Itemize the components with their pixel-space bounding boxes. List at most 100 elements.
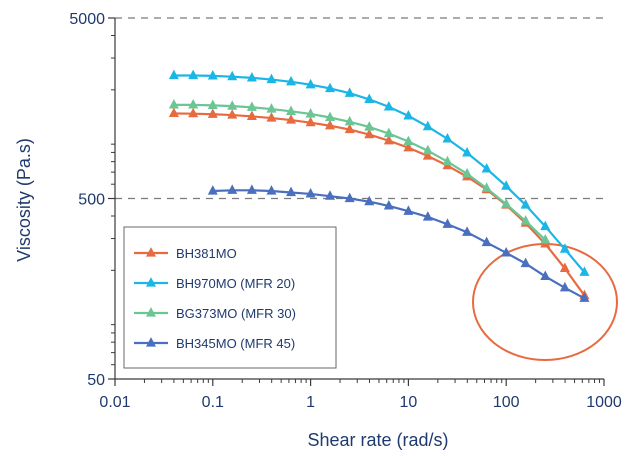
legend-label: BH381MO [176, 246, 237, 261]
data-point-marker [403, 141, 414, 152]
data-point-marker [168, 107, 179, 118]
data-point-marker [266, 185, 277, 195]
data-point-marker [266, 73, 277, 84]
data-point-marker [422, 150, 433, 160]
data-point-marker [188, 99, 199, 109]
annotation-layer [472, 243, 618, 361]
data-point-marker [559, 262, 570, 273]
data-point-marker [305, 188, 316, 198]
data-point-marker [227, 109, 238, 119]
data-point-marker [403, 109, 414, 120]
data-point-marker [286, 186, 297, 197]
x-axis-title: Shear rate (rad/s) [307, 430, 448, 450]
legend-swatch-marker [146, 277, 156, 287]
data-point-marker [520, 215, 531, 225]
data-point-marker [422, 120, 433, 131]
data-point-marker [383, 100, 394, 111]
legend-label: BG373MO (MFR 30) [176, 306, 296, 321]
data-point-marker [227, 100, 238, 110]
data-point-marker [168, 99, 179, 109]
data-point-marker [462, 146, 473, 157]
data-point-marker [403, 135, 414, 146]
data-series [168, 69, 590, 302]
data-point-marker [305, 108, 316, 118]
data-point-marker [325, 190, 336, 200]
data-point-marker [520, 257, 531, 268]
data-point-marker [364, 128, 375, 139]
legend-swatch-marker [146, 247, 156, 257]
data-point-marker [246, 184, 257, 194]
data-point-marker [364, 93, 375, 104]
data-point-marker [501, 198, 512, 208]
data-point-marker [325, 111, 336, 122]
x-tick-label: 1 [306, 394, 315, 411]
legend-label: BH345MO (MFR 45) [176, 336, 295, 351]
y-axis-title: Viscosity (Pa.s) [14, 138, 34, 262]
data-point-marker [266, 103, 277, 113]
legend-box [123, 226, 337, 369]
x-tick-label: 10 [400, 394, 418, 411]
data-point-marker [305, 116, 316, 127]
y-tick-label: 500 [78, 192, 105, 209]
data-point-marker [207, 108, 218, 118]
data-point-marker [227, 70, 238, 81]
series-line [173, 112, 586, 297]
data-point-marker [246, 110, 257, 121]
data-point-marker [286, 114, 297, 124]
data-point-marker [540, 220, 551, 231]
y-tick-label: 50 [87, 372, 105, 389]
data-point-marker [188, 69, 199, 80]
x-tick-label: 1000 [586, 394, 622, 411]
data-point-marker [286, 75, 297, 86]
data-point-marker [344, 192, 355, 203]
data-point-marker [305, 78, 316, 89]
data-point-marker [383, 127, 394, 138]
data-point-marker [207, 99, 218, 109]
data-point-marker [325, 119, 336, 130]
data-point-marker [501, 180, 512, 190]
data-point-marker [246, 101, 257, 111]
data-point-marker [442, 218, 453, 228]
data-point-marker [227, 184, 238, 194]
data-point-marker [442, 155, 453, 166]
data-point-marker [266, 112, 277, 122]
data-point-marker [481, 236, 492, 247]
data-point-marker [344, 123, 355, 134]
data-point-marker [325, 82, 336, 93]
y-tick-label: 5000 [69, 11, 105, 28]
x-tick-label: 0.01 [99, 394, 130, 411]
data-point-marker [520, 199, 531, 209]
data-point-marker [246, 71, 257, 82]
data-point-marker [540, 233, 551, 244]
data-point-marker [462, 226, 473, 236]
x-tick-label: 100 [493, 394, 520, 411]
series-line [212, 189, 585, 300]
data-point-marker [383, 200, 394, 210]
data-point-marker [344, 87, 355, 97]
grid-lines [115, 17, 604, 200]
data-point-marker [501, 246, 512, 257]
series-line [173, 103, 547, 241]
series-line [173, 74, 586, 274]
axes: 0.01 0.1 1 10 100 1000 50 500 5000 [69, 11, 621, 411]
data-point-marker [540, 270, 551, 281]
data-point-marker [579, 292, 590, 302]
data-point-marker [422, 211, 433, 221]
highlight-ellipse [472, 243, 618, 361]
data-point-marker [364, 195, 375, 206]
data-point-marker [188, 107, 199, 118]
data-point-marker [462, 167, 473, 178]
data-point-marker [344, 115, 355, 126]
legend: BH381MO BH970MO (MFR 20) BG373MO (MFR 30) B… [123, 226, 337, 369]
legend-swatch-marker [146, 337, 156, 347]
data-point-marker [422, 144, 433, 155]
data-point-marker [579, 266, 590, 276]
data-point-marker [207, 69, 218, 80]
data-point-marker [481, 162, 492, 173]
data-point-marker [442, 132, 453, 143]
data-point-marker [403, 205, 414, 215]
data-point-marker [207, 185, 218, 195]
legend-label: BH970MO (MFR 20) [176, 276, 295, 291]
data-point-marker [364, 121, 375, 131]
